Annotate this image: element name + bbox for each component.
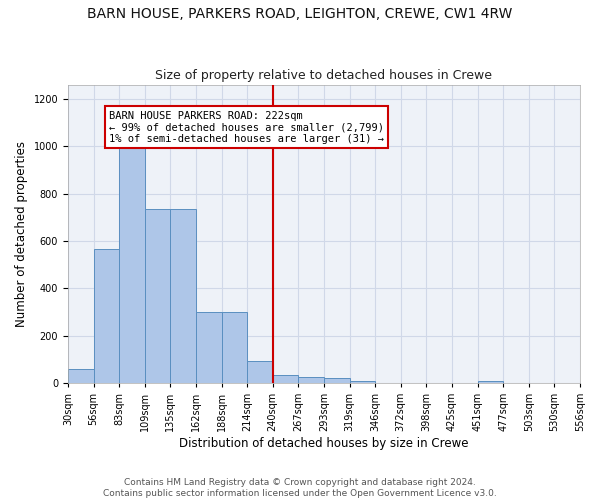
Bar xyxy=(298,377,324,383)
Bar xyxy=(119,146,145,383)
Bar xyxy=(94,249,119,383)
Bar xyxy=(68,369,94,383)
Title: Size of property relative to detached houses in Crewe: Size of property relative to detached ho… xyxy=(155,69,493,82)
Bar xyxy=(145,209,170,383)
Bar xyxy=(247,360,273,383)
Y-axis label: Number of detached properties: Number of detached properties xyxy=(15,141,28,327)
X-axis label: Distribution of detached houses by size in Crewe: Distribution of detached houses by size … xyxy=(179,437,469,450)
Bar xyxy=(478,380,503,383)
Text: Contains HM Land Registry data © Crown copyright and database right 2024.
Contai: Contains HM Land Registry data © Crown c… xyxy=(103,478,497,498)
Bar xyxy=(196,312,221,383)
Bar xyxy=(170,209,196,383)
Bar xyxy=(324,378,350,383)
Bar xyxy=(221,312,247,383)
Bar xyxy=(273,375,298,383)
Text: BARN HOUSE, PARKERS ROAD, LEIGHTON, CREWE, CW1 4RW: BARN HOUSE, PARKERS ROAD, LEIGHTON, CREW… xyxy=(88,8,512,22)
Text: BARN HOUSE PARKERS ROAD: 222sqm
← 99% of detached houses are smaller (2,799)
1% : BARN HOUSE PARKERS ROAD: 222sqm ← 99% of… xyxy=(109,110,384,144)
Bar xyxy=(350,380,375,383)
